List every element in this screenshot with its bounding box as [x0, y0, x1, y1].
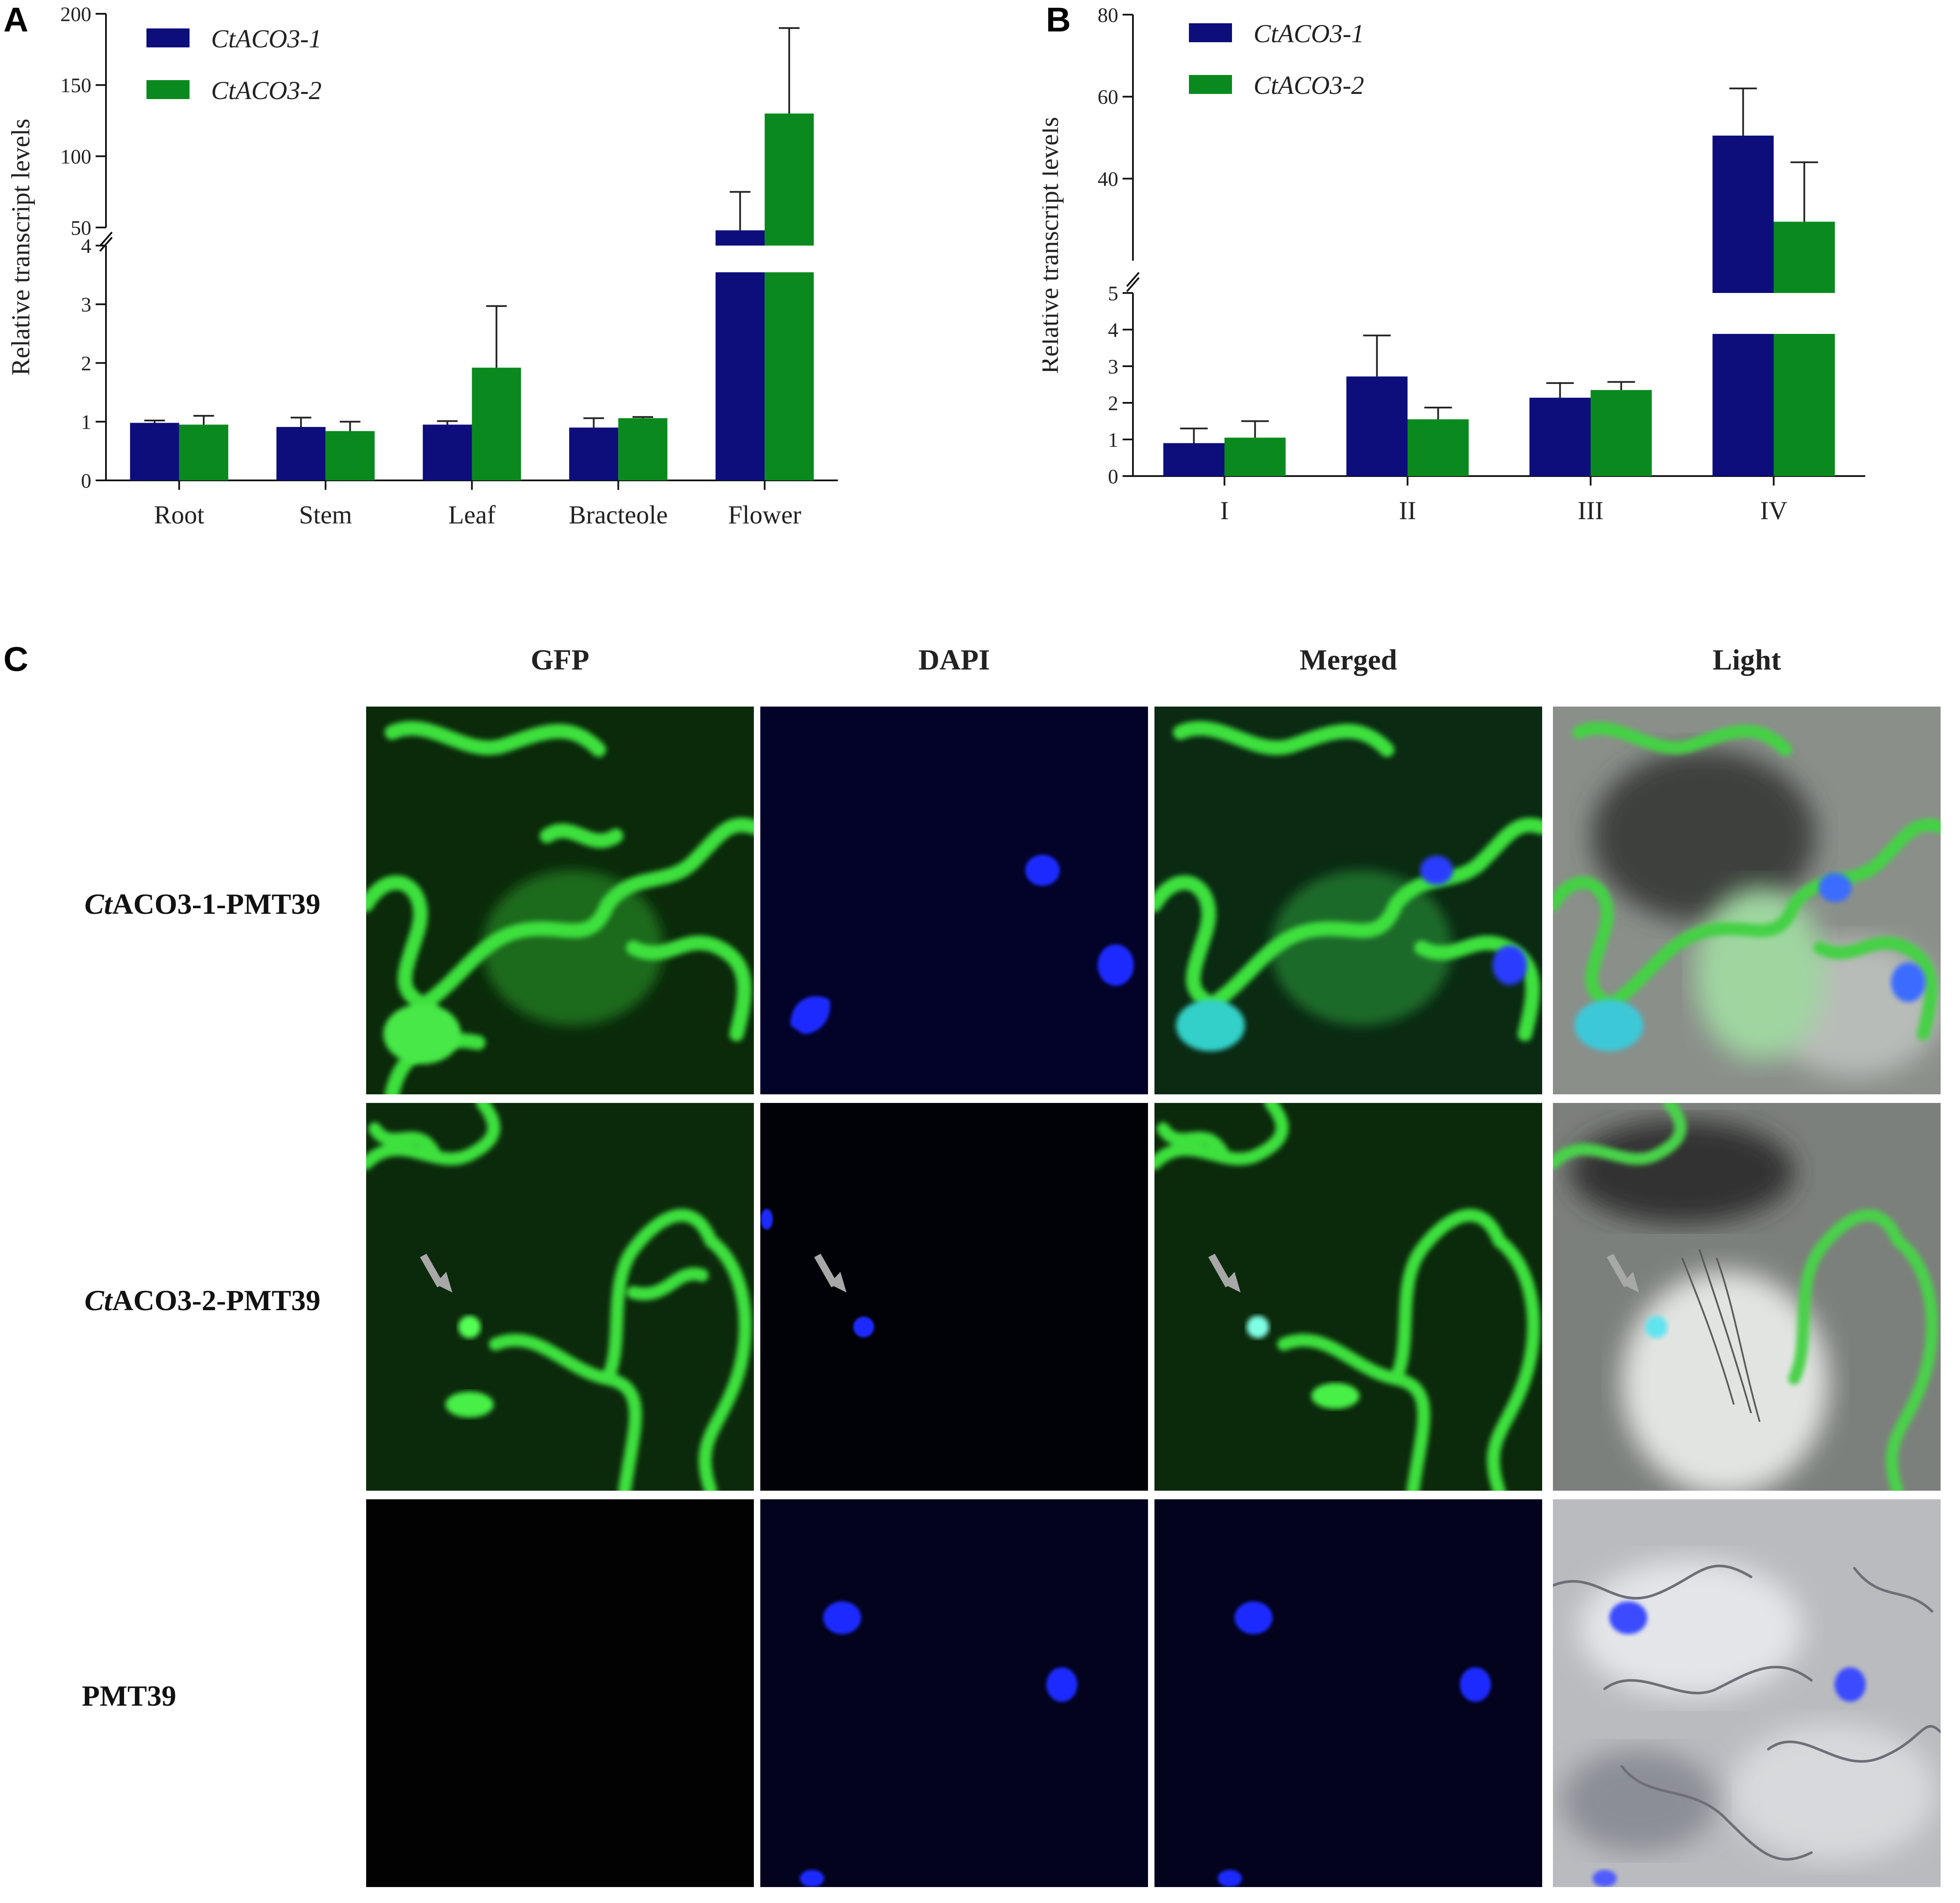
- panel-b-letter: B: [1046, 0, 1071, 39]
- bar-ctaco3-2-flower: [765, 113, 814, 480]
- micrograph-gfp-pmt39: [366, 1499, 754, 1887]
- micrograph-merged-ctaco3-1: [1154, 707, 1542, 1094]
- bar-ctaco3-1-bracteole: [569, 427, 619, 480]
- axis-break-gap: [108, 246, 840, 272]
- y-tick-label: 80: [1098, 4, 1118, 27]
- x-tick-label: Root: [154, 501, 205, 529]
- bar-ctaco3-1-leaf: [423, 424, 472, 480]
- axis-break-mark: [1126, 272, 1140, 287]
- column-header-light: Light: [1712, 643, 1781, 676]
- x-tick-label: Bracteole: [569, 501, 668, 529]
- legend-label-ctaco3-1: CtACO3-1: [211, 25, 322, 53]
- x-tick-label: Leaf: [448, 501, 496, 529]
- bar-ctaco3-2-ii: [1407, 419, 1469, 476]
- bar-ctaco3-2-leaf: [472, 368, 521, 480]
- y-tick-label: 5: [1108, 282, 1118, 305]
- micrograph-light-pmt39: [1553, 1499, 1941, 1887]
- y-tick-label: 1: [1108, 429, 1118, 452]
- micrograph-gfp-ctaco3-2: [366, 1103, 754, 1491]
- legend-swatch-ctaco3-2: [146, 80, 190, 99]
- y-tick-label: 2: [1108, 392, 1118, 415]
- legend-swatch-ctaco3-2: [1189, 75, 1232, 94]
- y-tick-label: 150: [60, 74, 91, 97]
- bar-ctaco3-1-i: [1163, 443, 1225, 476]
- bar-ctaco3-2-iv: [1773, 221, 1835, 476]
- column-header-merged: Merged: [1299, 643, 1397, 676]
- y-tick-label: 60: [1098, 86, 1118, 109]
- bar-ctaco3-2-stem: [325, 431, 375, 480]
- x-tick-label: Stem: [299, 501, 352, 529]
- x-tick-label: I: [1220, 496, 1229, 525]
- row-label-pmt39: PMT39: [82, 1679, 177, 1712]
- legend-swatch-ctaco3-1: [1189, 23, 1232, 42]
- panel-c-letter: C: [3, 640, 28, 678]
- column-header-gfp: GFP: [531, 643, 589, 676]
- micrograph-dapi-ctaco3-1: [760, 707, 1148, 1094]
- bar-ctaco3-1-ii: [1346, 376, 1408, 476]
- row-label-ctaco3-2: CtACO3-2-PMT39: [84, 1284, 320, 1317]
- axis-break-mark: [1126, 277, 1140, 292]
- y-tick-label: 2: [81, 352, 91, 375]
- bar-ctaco3-2-iii: [1590, 390, 1652, 476]
- x-tick-label: Flower: [728, 501, 801, 529]
- legend-label-ctaco3-2: CtACO3-2: [1254, 71, 1364, 100]
- micrograph-light-ctaco3-1: [1553, 707, 1941, 1094]
- micrograph-dapi-ctaco3-2: [760, 1103, 1148, 1491]
- x-tick-label: III: [1578, 496, 1604, 525]
- legend-swatch-ctaco3-1: [146, 28, 190, 47]
- y-tick-label: 4: [81, 235, 91, 258]
- x-tick-label: IV: [1760, 496, 1787, 525]
- micrograph-merged-pmt39: [1154, 1499, 1542, 1887]
- chart-a: 0 1 2 3 450 100 150 200 Relative transcript leve…: [6, 3, 840, 529]
- bar-ctaco3-1-root: [130, 423, 179, 480]
- y-tick-label: 40: [1098, 168, 1118, 190]
- row-label-ctaco3-1: CtACO3-1-PMT39: [84, 888, 320, 920]
- micrograph-dapi-pmt39: [760, 1499, 1148, 1887]
- micrograph-light-ctaco3-2: [1553, 1103, 1941, 1491]
- micrograph-gfp-ctaco3-1: [366, 707, 754, 1094]
- bar-ctaco3-1-iii: [1529, 398, 1591, 476]
- y-tick-label: 1: [81, 411, 91, 434]
- bar-ctaco3-2-i: [1224, 437, 1286, 476]
- y-tick-label: 50: [71, 217, 91, 240]
- axis-break-mark: [99, 237, 113, 252]
- bar-ctaco3-1-stem: [276, 427, 326, 480]
- y-axis-label: Relative transcript levels: [1042, 117, 1064, 374]
- panel-a-letter: A: [3, 0, 28, 39]
- column-header-dapi: DAPI: [918, 643, 990, 676]
- y-tick-label: 4: [1108, 319, 1118, 342]
- y-axis-label: Relative transcript levels: [6, 118, 35, 375]
- legend-label-ctaco3-2: CtACO3-2: [211, 76, 322, 105]
- bar-ctaco3-2-bracteole: [618, 418, 668, 480]
- bar-ctaco3-2-root: [179, 424, 228, 480]
- micrograph-merged-ctaco3-2: [1154, 1103, 1542, 1491]
- y-tick-label: 3: [81, 293, 91, 316]
- x-tick-label: II: [1399, 496, 1416, 525]
- legend-label-ctaco3-1: CtACO3-1: [1254, 19, 1364, 48]
- axis-break-mark: [99, 231, 113, 247]
- y-tick-label: 100: [60, 145, 91, 168]
- y-tick-label: 3: [1108, 355, 1118, 378]
- y-tick-label: 200: [60, 3, 91, 26]
- y-tick-label: 0: [81, 470, 91, 492]
- axis-break-gap: [1135, 293, 1867, 334]
- y-tick-label: 0: [1108, 465, 1118, 488]
